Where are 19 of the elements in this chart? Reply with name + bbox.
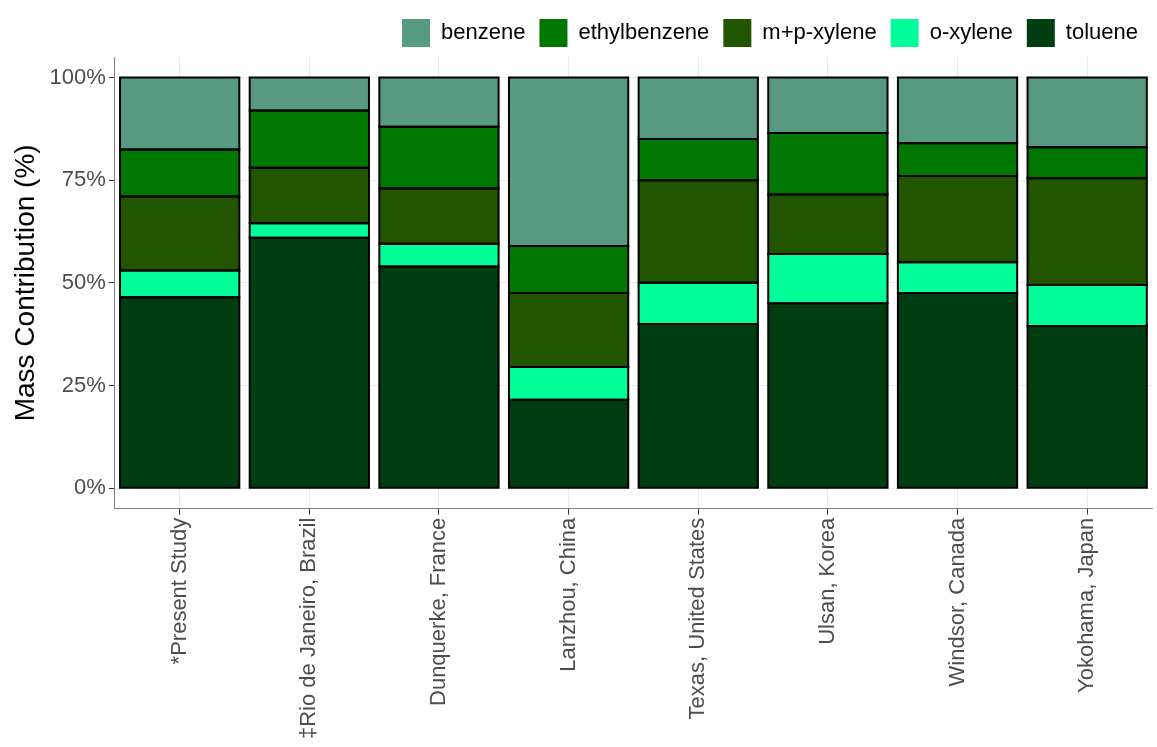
x-tick-label: Lanzhou, China (554, 516, 580, 672)
x-tick-label: Texas, United States (684, 517, 710, 720)
y-tick-label: 0% (74, 474, 106, 500)
y-tick-label: 25% (61, 371, 106, 397)
legend-label: toluene (1065, 19, 1139, 45)
legend-label: ethylbenzene (578, 19, 710, 45)
y-tick-label: 100% (49, 63, 106, 89)
x-tick-label: Windsor, Canada (943, 516, 969, 687)
y-tick-label: 75% (61, 166, 106, 192)
x-tick-label: Ulsan, Korea (813, 516, 839, 645)
x-tick-label: Dunquerke, France (425, 517, 451, 706)
x-tick-label: Yokohama, Japan (1073, 517, 1099, 693)
legend-label: benzene (441, 19, 526, 45)
x-tick-label: *Present Study (165, 517, 191, 665)
legend-label: m+p-xylene (762, 19, 877, 45)
legend-label: o-xylene (929, 19, 1013, 45)
y-axis-title: Mass Contribution (%) (8, 144, 40, 422)
x-tick-label: ‡Rio de Janeiro, Brazil (295, 517, 321, 740)
y-tick-label: 50% (61, 268, 106, 294)
